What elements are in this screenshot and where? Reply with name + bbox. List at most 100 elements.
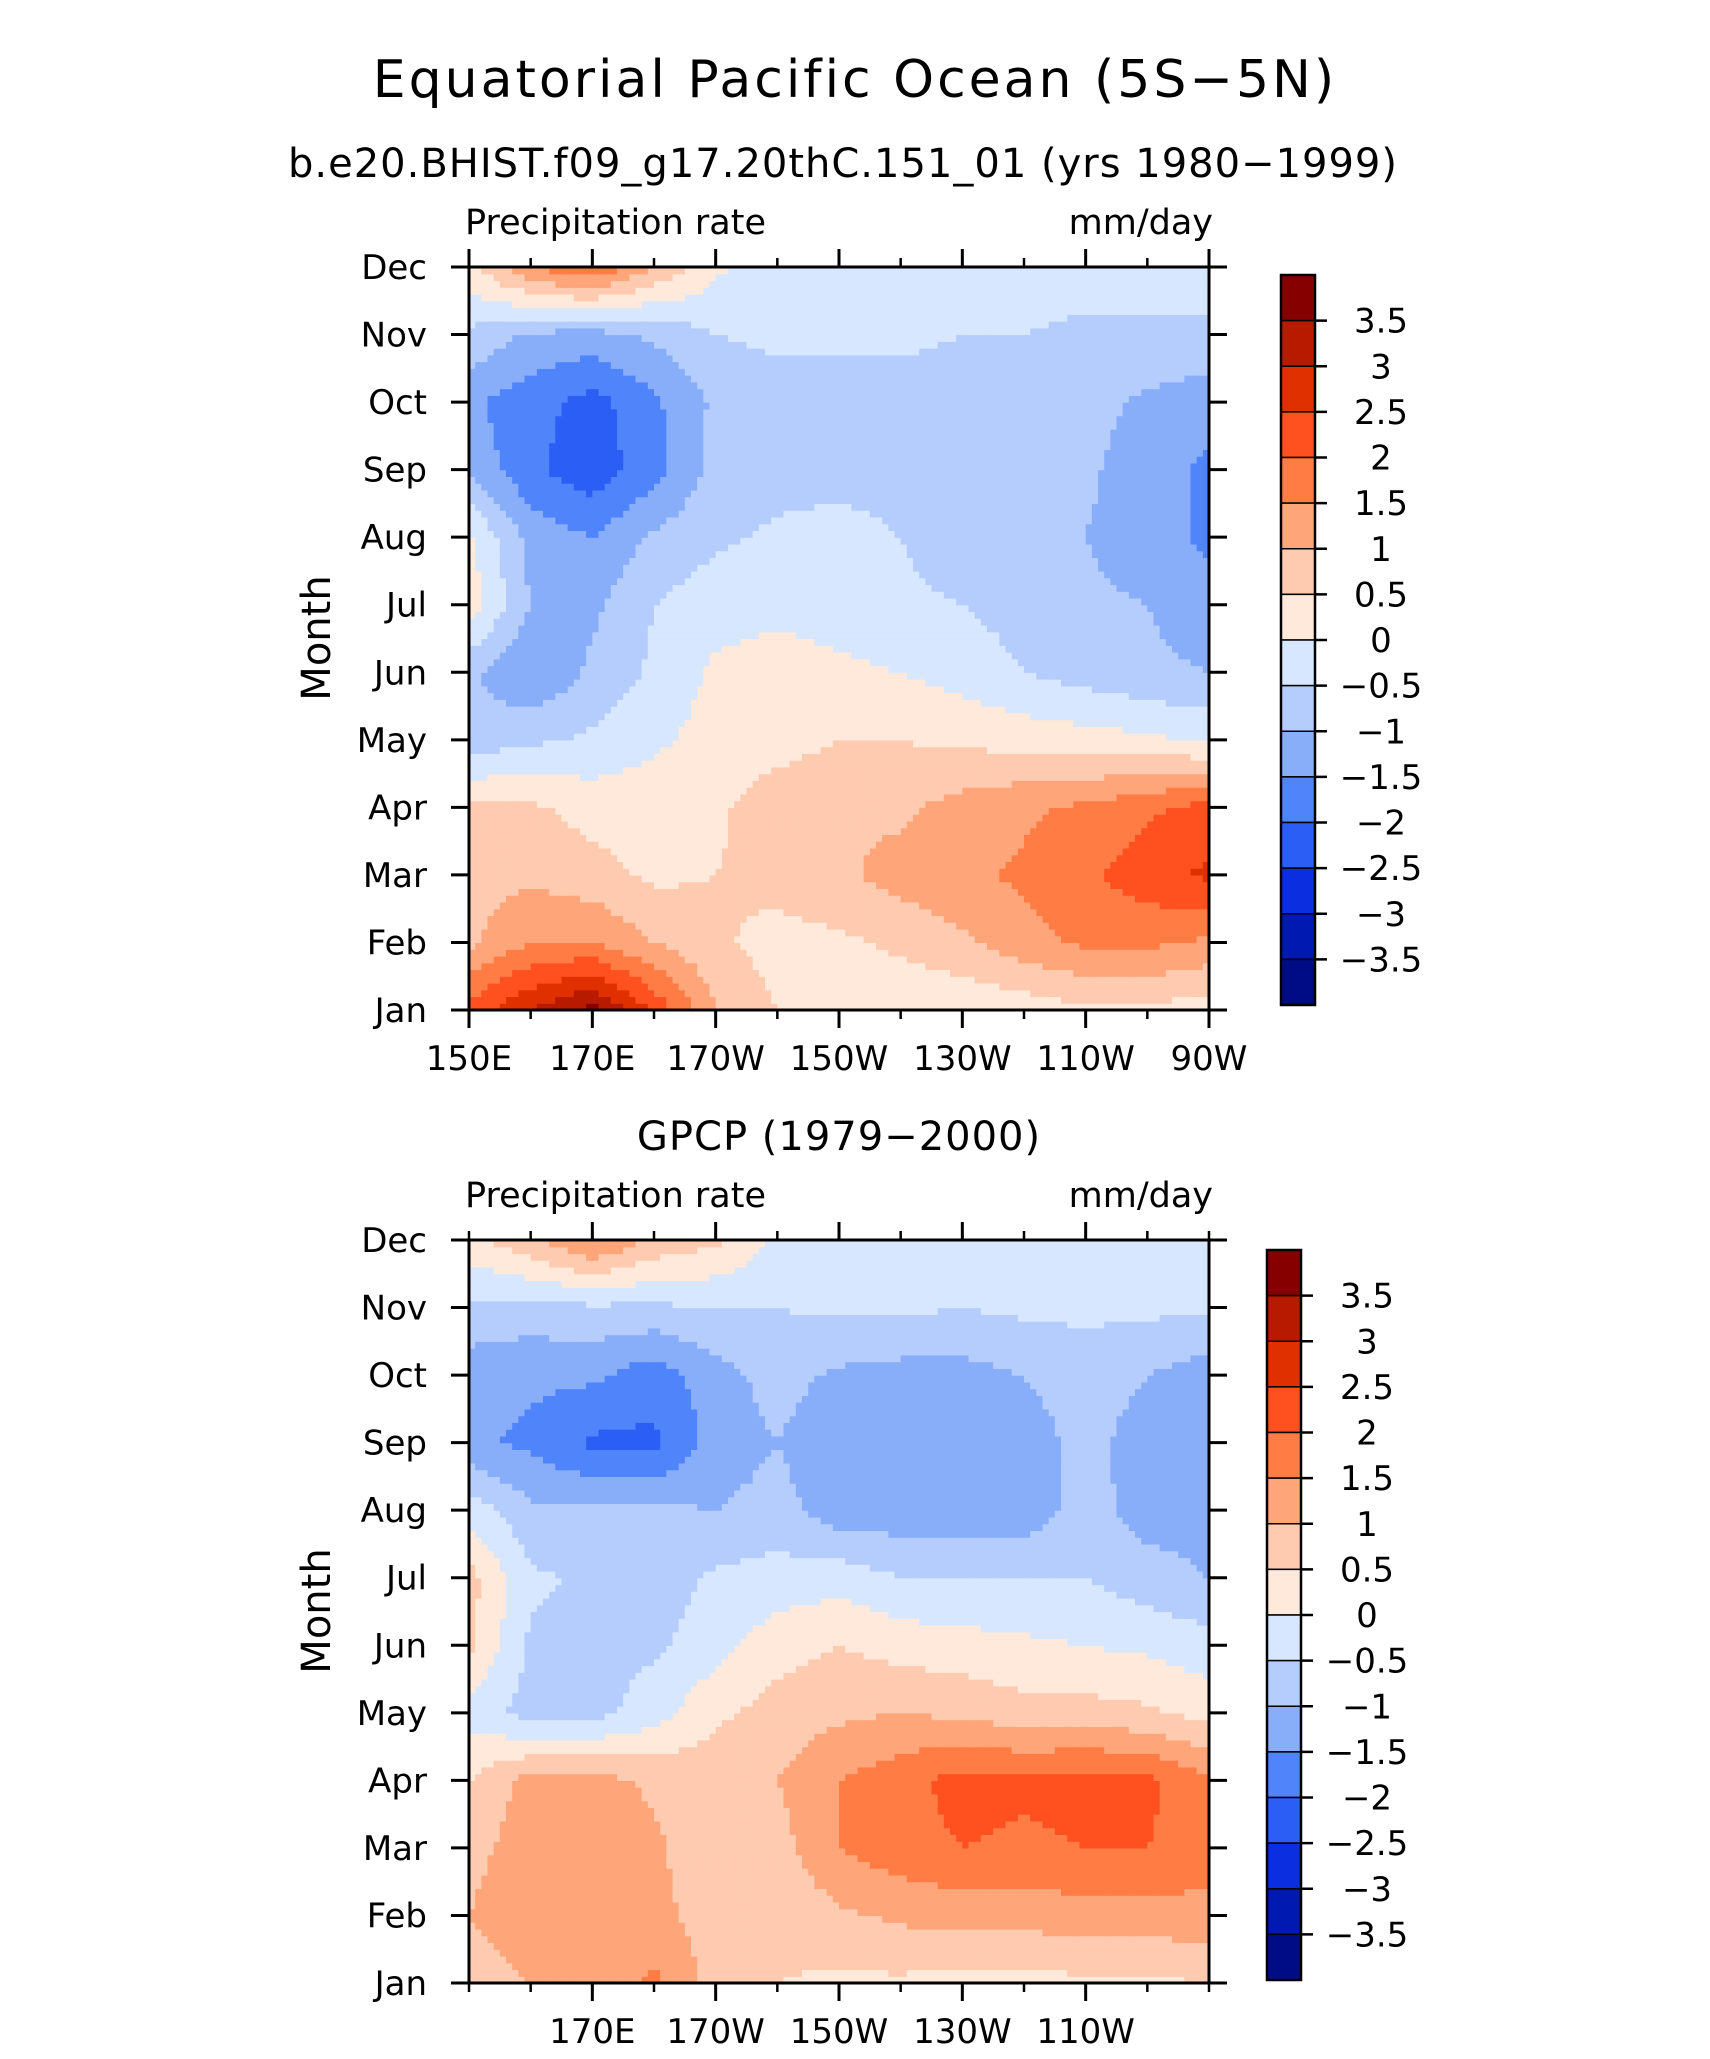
contour-cell bbox=[1036, 990, 1043, 997]
contour-cell bbox=[1178, 875, 1185, 882]
contour-cell bbox=[543, 983, 550, 990]
contour-cell bbox=[599, 942, 606, 949]
contour-cell bbox=[549, 855, 556, 862]
contour-cell bbox=[1086, 733, 1093, 740]
contour-cell bbox=[512, 807, 519, 814]
contour-cell bbox=[574, 936, 581, 943]
contour-cell bbox=[562, 834, 569, 841]
contour-cell bbox=[716, 983, 723, 990]
contour-cell bbox=[796, 855, 803, 862]
contour-cell bbox=[962, 855, 969, 862]
contour-cell bbox=[950, 740, 957, 747]
contour-cell bbox=[1073, 895, 1080, 902]
contour-cell bbox=[623, 976, 630, 983]
contour-cell bbox=[925, 996, 932, 1003]
contour-cell bbox=[488, 922, 495, 929]
contour-cell bbox=[679, 740, 686, 747]
contour-cell bbox=[833, 780, 840, 787]
contour-cell bbox=[1172, 861, 1179, 868]
contour-cell bbox=[944, 834, 951, 841]
contour-cell bbox=[525, 801, 532, 808]
contour-cell bbox=[777, 915, 784, 922]
contour-cell bbox=[858, 963, 865, 970]
contour-cell bbox=[882, 780, 889, 787]
contour-cell bbox=[592, 774, 599, 781]
contour-cell bbox=[555, 753, 562, 760]
contour-cell bbox=[586, 855, 593, 862]
contour-cell bbox=[568, 848, 575, 855]
contour-cell bbox=[543, 753, 550, 760]
contour-cell bbox=[888, 902, 895, 909]
contour-cell bbox=[1061, 733, 1068, 740]
contour-cell bbox=[833, 996, 840, 1003]
contour-cell bbox=[1160, 963, 1167, 970]
contour-cell bbox=[1117, 814, 1124, 821]
contour-cell bbox=[790, 767, 797, 774]
contour-cell bbox=[969, 848, 976, 855]
contour-cell bbox=[845, 922, 852, 929]
contour-cell bbox=[728, 733, 735, 740]
contour-cell bbox=[1036, 855, 1043, 862]
contour-cell bbox=[629, 902, 636, 909]
contour-cell bbox=[562, 828, 569, 835]
contour-cell bbox=[1191, 956, 1198, 963]
contour-cell bbox=[1184, 733, 1191, 740]
contour-cell bbox=[1018, 875, 1025, 882]
contour-cell bbox=[1086, 855, 1093, 862]
contour-cell bbox=[580, 936, 587, 943]
contour-cell bbox=[753, 760, 760, 767]
contour-cell bbox=[623, 956, 630, 963]
contour-cell bbox=[1030, 767, 1037, 774]
contour-cell bbox=[1147, 753, 1154, 760]
contour-cell bbox=[901, 909, 908, 916]
contour-cell bbox=[1178, 774, 1185, 781]
contour-cell bbox=[1073, 990, 1080, 997]
contour-cell bbox=[1067, 963, 1074, 970]
contour-cell bbox=[1030, 922, 1037, 929]
contour-cell bbox=[1141, 861, 1148, 868]
contour-cell bbox=[1024, 848, 1031, 855]
contour-cell bbox=[1030, 861, 1037, 868]
contour-cell bbox=[654, 848, 661, 855]
contour-cell bbox=[993, 861, 1000, 868]
contour-cell bbox=[488, 882, 495, 889]
contour-cell bbox=[475, 990, 482, 997]
contour-cell bbox=[494, 888, 501, 895]
contour-cell bbox=[802, 990, 809, 997]
contour-cell bbox=[518, 875, 525, 882]
contour-cell bbox=[1178, 915, 1185, 922]
contour-cell bbox=[845, 956, 852, 963]
contour-cell bbox=[666, 969, 673, 976]
contour-cell bbox=[599, 821, 606, 828]
contour-cell bbox=[981, 753, 988, 760]
contour-cell bbox=[962, 753, 969, 760]
contour-cell bbox=[586, 969, 593, 976]
contour-cell bbox=[975, 990, 982, 997]
contour-cell bbox=[1036, 821, 1043, 828]
contour-cell bbox=[703, 902, 710, 909]
contour-cell bbox=[697, 882, 704, 889]
contour-cell bbox=[697, 821, 704, 828]
contour-cell bbox=[907, 990, 914, 997]
contour-cell bbox=[525, 733, 532, 740]
contour-cell bbox=[1191, 767, 1198, 774]
contour-cell bbox=[531, 726, 538, 733]
contour-cell bbox=[851, 841, 858, 848]
contour-cell bbox=[586, 882, 593, 889]
contour-cell bbox=[1036, 949, 1043, 956]
contour-cell bbox=[1098, 936, 1105, 943]
contour-cell bbox=[703, 774, 710, 781]
contour-cell bbox=[642, 747, 649, 754]
contour-cell bbox=[512, 976, 519, 983]
contour-cell bbox=[685, 834, 692, 841]
contour-cell bbox=[747, 969, 754, 976]
contour-cell bbox=[1191, 963, 1198, 970]
contour-cell bbox=[1172, 767, 1179, 774]
contour-cell bbox=[555, 801, 562, 808]
contour-cell bbox=[716, 915, 723, 922]
contour-cell bbox=[950, 747, 957, 754]
contour-cell bbox=[642, 868, 649, 875]
contour-cell bbox=[512, 902, 519, 909]
contour-cell bbox=[759, 868, 766, 875]
contour-cell bbox=[697, 861, 704, 868]
